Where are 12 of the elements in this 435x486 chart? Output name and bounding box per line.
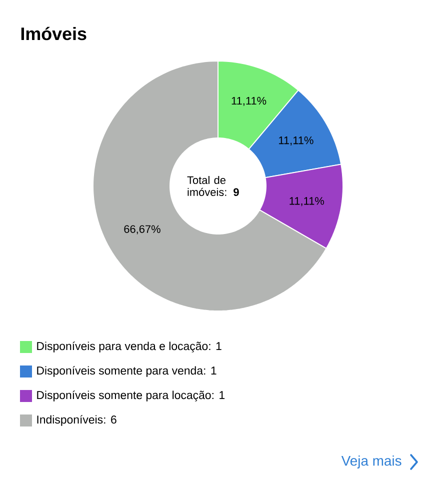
text: Total de imóveis: [187,176,226,196]
text: 9 [234,188,239,196]
data-label: 11,11% [232,96,266,106]
legend-label: Disponíveis para venda e locação: 1 [37,342,222,352]
data-label: 11,11% [279,136,314,146]
data-label: 66,67% [124,225,160,234]
legend-label: Indisponíveis: 6 [37,415,116,426]
legend-label: Disponíveis somente para locação: 1 [37,390,225,402]
legend-label: Disponíveis somente para venda: 1 [37,366,216,377]
text: Veja mais [341,455,402,468]
data-label: 11,11% [290,197,324,206]
chart-title: Imóveis [21,26,86,40]
